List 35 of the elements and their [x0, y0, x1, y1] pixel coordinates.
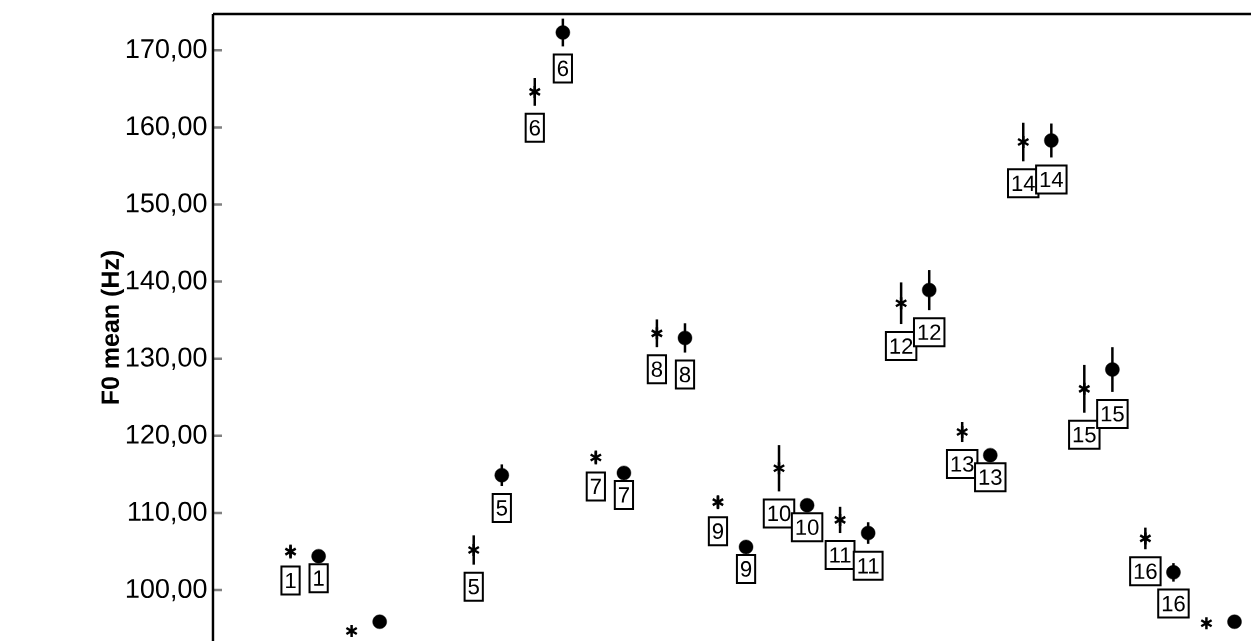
- annotation: 1: [286, 572, 296, 589]
- annotation: 14: [1012, 175, 1035, 191]
- y-tick-label: 170,00: [126, 39, 207, 62]
- annotation: 11: [830, 547, 851, 563]
- annotation: 12: [918, 324, 941, 340]
- annotation: 10: [796, 519, 819, 536]
- y-axis-title: F0 mean (Hz): [100, 251, 125, 404]
- annotation: 15: [1073, 427, 1096, 443]
- y-tick-label: 160,00: [126, 116, 207, 139]
- annotation: 12: [890, 338, 913, 354]
- annotation: 16: [1134, 563, 1157, 580]
- annotation: 9: [740, 561, 752, 577]
- annotation: 14: [1040, 171, 1063, 188]
- annotation: 13: [951, 456, 974, 472]
- annotation: 6: [529, 119, 540, 136]
- annotation: 15: [1101, 406, 1124, 422]
- annotation: 13: [979, 469, 1002, 485]
- annotation: 9: [712, 523, 724, 539]
- annotation: 10: [768, 505, 791, 522]
- annotation: 5: [468, 578, 479, 595]
- annotation: 8: [651, 361, 663, 377]
- annotation: 7: [590, 478, 601, 494]
- y-tick-label: 120,00: [126, 424, 207, 448]
- annotation: 8: [679, 366, 691, 383]
- annotation: 5: [496, 500, 507, 516]
- y-tick-label: 130,00: [126, 347, 207, 370]
- y-tick-label: 110,00: [128, 501, 207, 525]
- annotation: 1: [314, 570, 324, 586]
- annotation: 7: [618, 487, 629, 503]
- annotation: 16: [1162, 595, 1185, 612]
- y-tick-label: 150,00: [126, 193, 207, 216]
- y-tick-label: 100,00: [126, 578, 207, 602]
- annotation: 11: [858, 558, 879, 574]
- y-tick-label: 140,00: [126, 270, 207, 293]
- annotation: 6: [557, 60, 569, 77]
